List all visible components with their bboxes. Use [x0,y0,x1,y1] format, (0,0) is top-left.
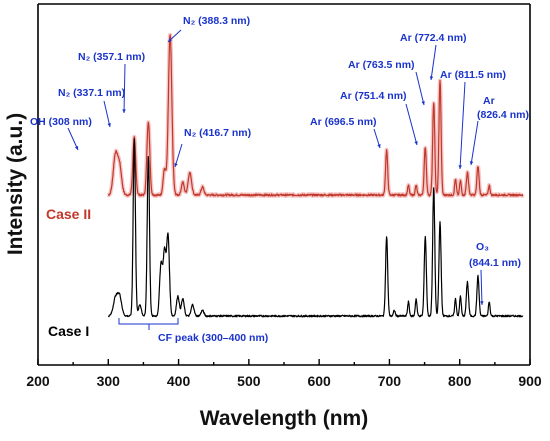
cf-peak-bracket: CF peak (300–400 nm) [118,318,268,344]
annotation-arrowhead-ar-696 [377,144,381,148]
x-tick-label-200: 200 [26,373,50,389]
peak-annotations: OH (308 nm) N₂ (337.1 nm) N₂ (357.1 nm) N₂ … [30,15,529,306]
annotation-ar-811: Ar (811.5 nm) [440,69,506,81]
annotation-arrowhead-n2-357 [122,109,126,113]
x-tick-label-800: 800 [448,373,472,389]
annotation-n2-416: N₂ (416.7 nm) [184,127,251,139]
annotation-ar-772: Ar (772.4 nm) [400,32,467,44]
x-tick-label-900: 900 [518,373,542,389]
annotation-n2-357: N₂ (357.1 nm) [78,51,145,63]
x-tick-label-500: 500 [237,373,261,389]
annotation-arrow-ar-826-line2 [470,120,479,166]
annotation-ar-826-line2: (826.4 nm) [477,109,529,121]
x-tick-label-400: 400 [167,373,191,389]
annotation-arrowhead-ar-826-line2 [469,161,474,165]
annotation-arrow-n2-337 [103,100,111,128]
annotation-ar-826-line1: Ar [483,95,495,107]
annotation-arrow-ar-751 [405,103,418,146]
case-ii-line [107,34,524,197]
series-layer [106,32,525,318]
annotation-o3-line2: (844.1 nm) [469,257,521,269]
annotation-arrowhead-oh [74,146,79,150]
x-tick-label-300: 300 [97,373,121,389]
annotation-arrow-ar-763 [415,71,425,106]
annotation-arrowhead-n2-388 [168,38,172,42]
y-axis-title: Intensity (a.u.) [4,113,27,255]
annotation-o3-line1: O₃ [476,241,489,253]
annotation-ar-763: Ar (763.5 nm) [348,59,415,71]
x-tick-label-600: 600 [307,373,331,389]
annotation-ar-751: Ar (751.4 nm) [340,90,407,102]
annotation-arrowhead-ar-772 [429,76,434,80]
annotation-arrowhead-ar-811 [458,165,462,169]
annotation-n2-388: N₂ (388.3 nm) [183,15,250,27]
annotation-arrow-n2-416 [174,143,183,168]
bracket-path [118,318,179,330]
case-i-line [107,138,524,318]
annotation-arrow-ar-811 [459,81,466,170]
annotation-arrowhead-n2-416 [174,163,178,167]
annotation-arrowhead-o3-line2 [480,301,484,305]
annotation-ar-696: Ar (696.5 nm) [310,116,377,128]
case-i-label: Case I [48,323,89,339]
case-ii-label: Case II [46,206,91,222]
annotation-arrowhead-ar-751 [414,141,418,145]
annotation-oh: OH (308 nm) [30,116,92,128]
bracket-label: CF peak (300–400 nm) [158,332,268,344]
x-tick-label-700: 700 [378,373,402,389]
annotation-arrow-oh [67,127,79,151]
annotation-arrow-o3-line2 [480,269,483,306]
annotation-n2-337: N₂ (337.1 nm) [58,87,125,99]
annotation-arrow-ar-772 [430,44,437,81]
x-axis-ticks: 200 300 400 500 600 700 800 900 [26,359,542,389]
x-axis-title: Wavelength (nm) [200,407,368,430]
annotation-arrowhead-n2-337 [107,123,111,127]
annotation-arrow-n2-357 [123,63,126,114]
annotation-arrowhead-ar-763 [421,101,425,105]
